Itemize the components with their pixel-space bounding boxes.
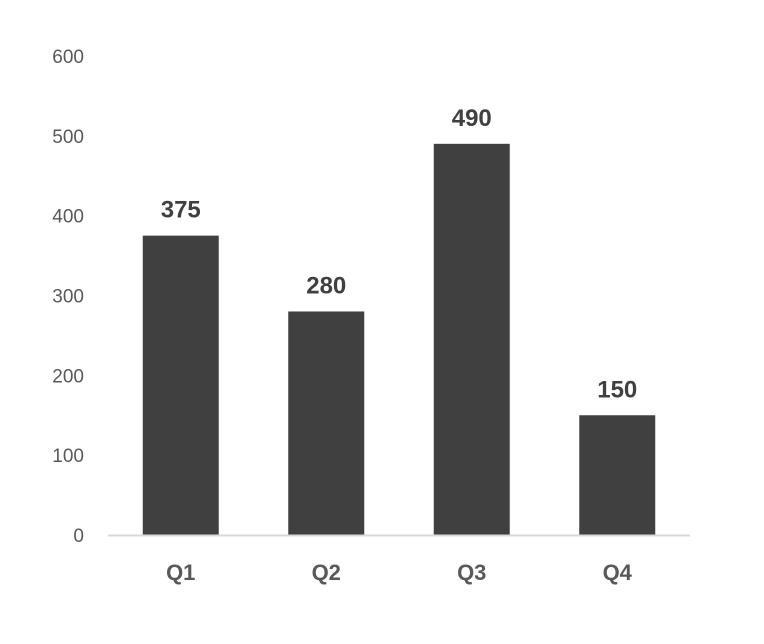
bar-q4 <box>579 415 656 535</box>
y-tick-label: 200 <box>52 366 84 387</box>
data-labels: 375 280 490 150 <box>161 105 638 403</box>
y-tick-label: 400 <box>52 207 84 228</box>
bar-q3 <box>433 143 510 536</box>
x-category-label: Q3 <box>457 560 486 585</box>
y-tick-label: 600 <box>52 47 84 68</box>
y-tick-label: 0 <box>73 526 84 547</box>
bar-q1 <box>142 235 219 535</box>
bars <box>142 143 656 536</box>
x-category-label: Q4 <box>603 560 633 585</box>
data-label-q3: 490 <box>452 105 492 132</box>
x-category-label: Q2 <box>312 560 341 585</box>
x-axis-category-labels: Q1 Q2 Q3 Q4 <box>166 560 633 585</box>
bar-q2 <box>288 311 365 535</box>
y-tick-label: 100 <box>52 446 84 467</box>
y-tick-label: 500 <box>52 127 84 148</box>
y-axis-tick-labels: 0 100 200 300 400 500 600 <box>52 47 84 547</box>
data-label-q2: 280 <box>306 272 346 299</box>
data-label-q1: 375 <box>161 197 201 224</box>
y-tick-label: 300 <box>52 287 84 308</box>
x-category-label: Q1 <box>166 560 195 585</box>
data-label-q4: 150 <box>597 376 637 403</box>
